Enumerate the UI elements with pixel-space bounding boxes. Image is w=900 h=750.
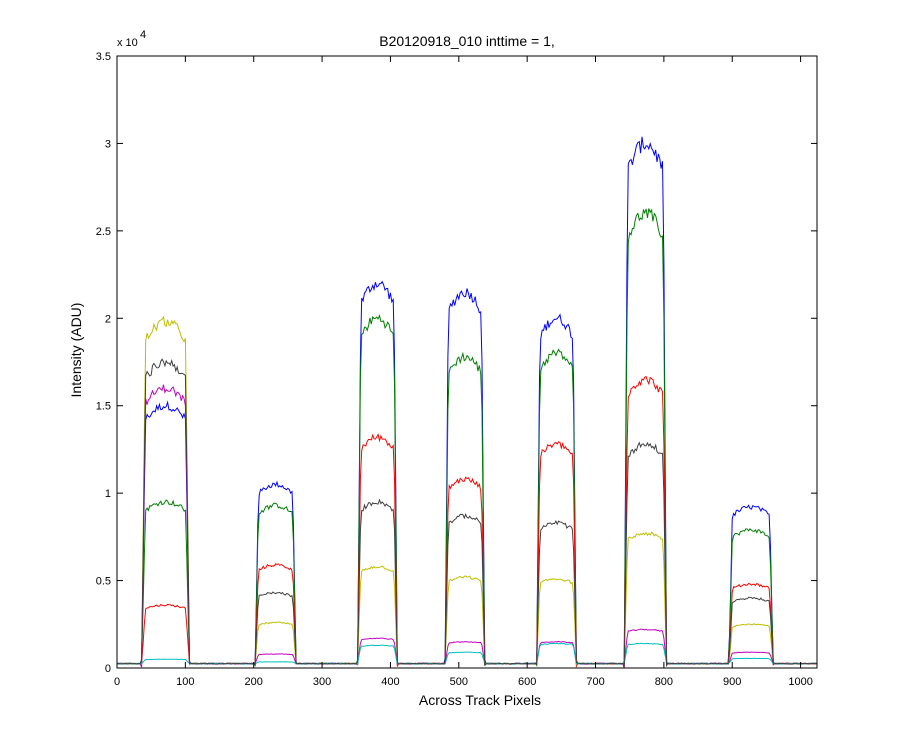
x-tick-label: 500 — [450, 676, 468, 688]
chart-title: B20120918_010 inttime = 1, — [379, 33, 555, 49]
x-tick-label: 900 — [723, 676, 741, 688]
y-tick-label: 2.5 — [96, 226, 111, 238]
x-tick-label: 300 — [313, 676, 331, 688]
x-tick-label: 0 — [114, 676, 120, 688]
x-axis-label: Across Track Pixels — [419, 692, 541, 708]
y-tick-label: 0 — [105, 663, 111, 675]
y-multiplier-exponent: 4 — [140, 29, 146, 41]
series-layer — [116, 136, 818, 669]
x-tick-label: 200 — [245, 676, 263, 688]
y-tick-label: 3 — [105, 138, 111, 150]
y-ticks: 0 0.5 1 1.5 2 2.5 3 3.5 — [96, 51, 817, 675]
y-tick-label: 1 — [105, 488, 111, 500]
x-tick-label: 400 — [381, 676, 399, 688]
y-multiplier-prefix: x 10 — [117, 37, 138, 49]
plot-frame — [116, 55, 818, 669]
x-tick-label: 800 — [655, 676, 673, 688]
y-tick-label: 3.5 — [96, 51, 111, 63]
x-tick-label: 1000 — [788, 676, 812, 688]
x-tick-label: 600 — [518, 676, 536, 688]
x-tick-label: 700 — [586, 676, 604, 688]
y-axis-label: Intensity (ADU) — [68, 303, 84, 398]
y-tick-label: 2 — [105, 313, 111, 325]
x-tick-label: 100 — [176, 676, 194, 688]
plot-area — [117, 56, 817, 668]
x-ticks: 0 100 200 300 400 500 600 700 800 900 1000 — [114, 56, 813, 688]
y-tick-label: 0.5 — [96, 576, 111, 588]
series-line — [116, 358, 818, 668]
y-tick-label: 1.5 — [96, 401, 111, 413]
